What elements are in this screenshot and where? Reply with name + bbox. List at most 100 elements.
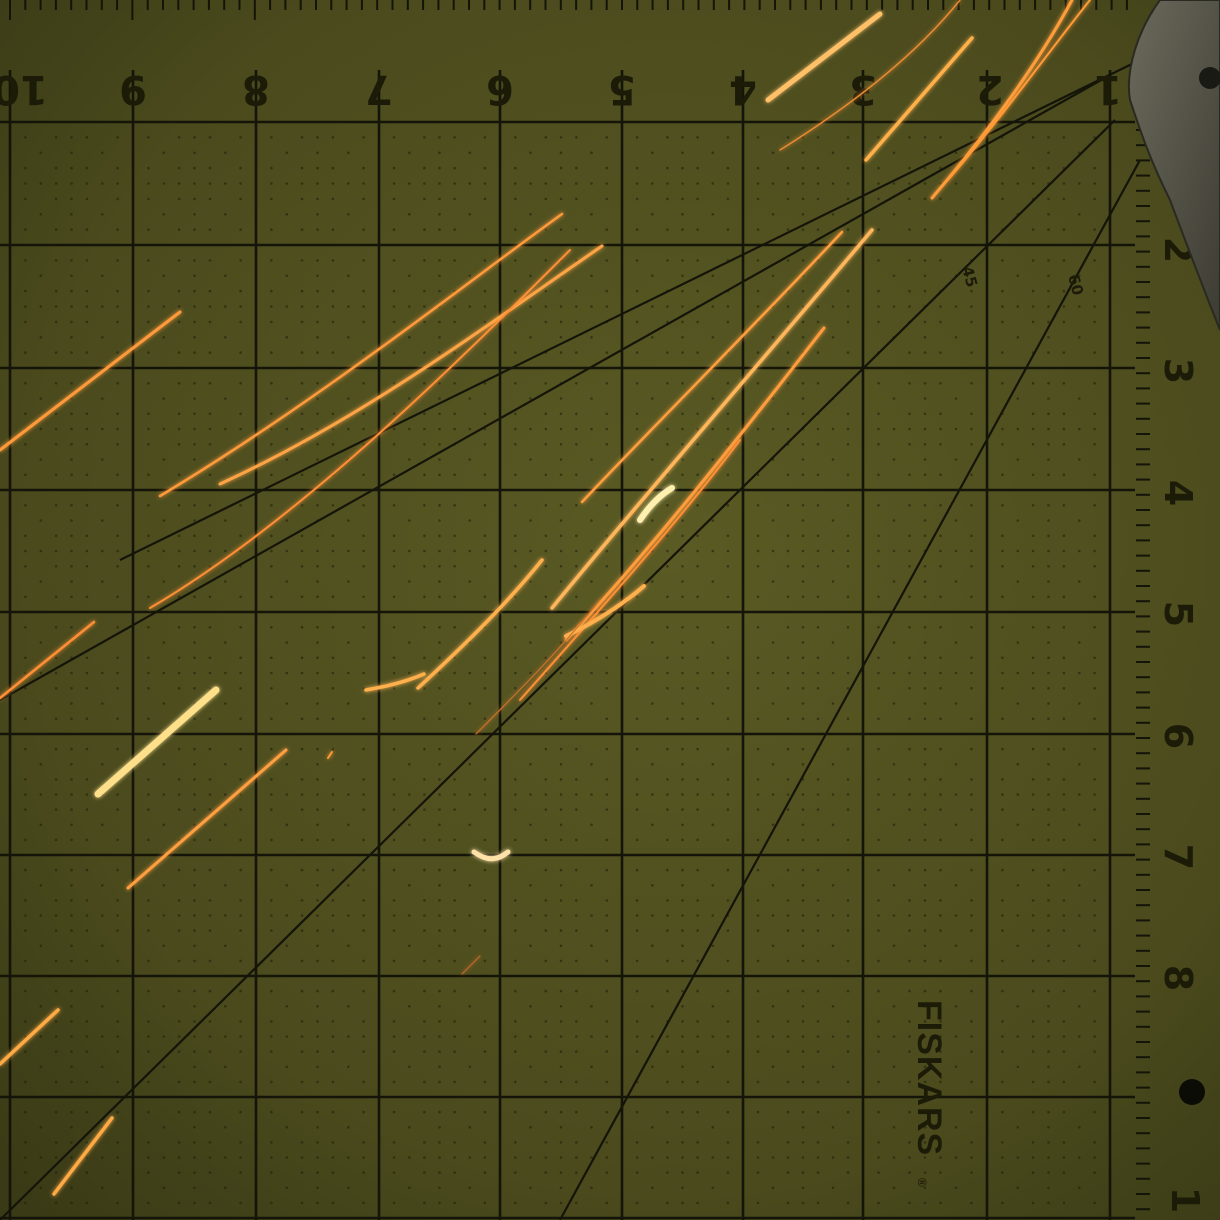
grid-dot bbox=[239, 228, 242, 231]
grid-dot bbox=[786, 1035, 790, 1038]
grid-dot bbox=[771, 793, 775, 796]
grid-dot bbox=[331, 320, 335, 324]
grid-dot bbox=[331, 182, 335, 185]
grid-dot bbox=[392, 868, 396, 872]
grid-dot bbox=[846, 136, 850, 139]
grid-dot bbox=[1031, 305, 1035, 308]
grid-dot bbox=[316, 580, 319, 583]
grid-dot bbox=[54, 259, 58, 262]
grid-dot bbox=[1016, 151, 1020, 155]
grid-dot bbox=[666, 182, 669, 185]
grid-dot bbox=[1001, 778, 1004, 781]
grid-dot bbox=[756, 1171, 760, 1174]
grid-dot bbox=[193, 808, 196, 811]
grid-dot bbox=[892, 151, 896, 155]
grid-dot bbox=[270, 687, 273, 690]
grid-dot bbox=[116, 351, 119, 354]
grid-dot bbox=[1001, 959, 1004, 963]
grid-dot bbox=[559, 197, 563, 201]
grid-dot bbox=[193, 289, 196, 293]
grid-dot bbox=[1093, 1035, 1096, 1038]
grid-dot bbox=[1062, 671, 1066, 675]
grid-dot bbox=[590, 914, 593, 917]
grid-dot bbox=[544, 197, 548, 201]
grid-dot bbox=[514, 808, 517, 811]
grid-dot bbox=[208, 1020, 212, 1023]
grid-dot bbox=[892, 305, 896, 308]
grid-dot bbox=[438, 1020, 441, 1023]
grid-dot bbox=[514, 868, 517, 872]
grid-dot bbox=[544, 656, 548, 660]
grid-dot bbox=[177, 1050, 181, 1053]
grid-dot bbox=[423, 427, 426, 431]
grid-dot bbox=[239, 595, 242, 599]
grid-dot bbox=[831, 580, 835, 583]
grid-dot bbox=[544, 1201, 548, 1205]
grid-dot bbox=[1093, 534, 1096, 538]
grid-dot bbox=[392, 1141, 396, 1144]
grid-dot bbox=[438, 1110, 441, 1114]
grid-dot bbox=[544, 687, 548, 690]
grid-dot bbox=[1047, 519, 1050, 522]
grid-dot bbox=[70, 929, 73, 932]
grid-dot bbox=[771, 641, 775, 644]
grid-dot bbox=[514, 1050, 517, 1053]
grid-dot bbox=[316, 320, 319, 324]
grid-dot bbox=[923, 595, 927, 599]
grid-dot bbox=[514, 626, 517, 629]
grid-dot bbox=[681, 702, 684, 705]
grid-dot bbox=[801, 656, 805, 660]
grid-dot bbox=[696, 1141, 699, 1144]
grid-dot bbox=[1031, 443, 1035, 446]
grid-dot bbox=[453, 778, 456, 781]
grid-dot bbox=[101, 458, 104, 461]
grid-dot bbox=[816, 914, 820, 917]
grid-dot bbox=[696, 595, 699, 599]
grid-dot bbox=[771, 1186, 775, 1190]
grid-dot bbox=[116, 534, 119, 538]
grid-dot bbox=[347, 274, 350, 278]
grid-dot bbox=[1062, 259, 1066, 262]
grid-dot bbox=[193, 397, 196, 400]
spark bbox=[475, 599, 601, 735]
grid-dot bbox=[711, 427, 715, 431]
grid-dot bbox=[1062, 626, 1066, 629]
grid-dot bbox=[300, 671, 304, 675]
grid-dot bbox=[544, 1020, 548, 1023]
grid-dot bbox=[575, 868, 578, 872]
grid-dot bbox=[438, 320, 441, 324]
grid-dot bbox=[711, 397, 715, 400]
grid-dot bbox=[575, 595, 578, 599]
grid-dot bbox=[54, 289, 58, 293]
grid-dot bbox=[162, 1065, 166, 1069]
grid-dot bbox=[514, 1201, 517, 1205]
grid-dot bbox=[85, 1020, 89, 1023]
grid-dot bbox=[939, 626, 942, 629]
grid-dot bbox=[529, 763, 532, 766]
grid-dot bbox=[423, 549, 426, 553]
grid-dot bbox=[392, 289, 396, 293]
grid-dot bbox=[801, 1201, 805, 1205]
grid-dot bbox=[54, 778, 58, 781]
grid-dot bbox=[544, 929, 548, 932]
grid-dot bbox=[239, 351, 242, 354]
grid-dot bbox=[908, 565, 911, 568]
grid-dot bbox=[877, 656, 880, 660]
grid-dot bbox=[801, 182, 805, 185]
grid-dot bbox=[362, 228, 365, 231]
grid-dot bbox=[801, 884, 805, 887]
grid-dot bbox=[666, 595, 669, 599]
grid-dot bbox=[1047, 274, 1050, 278]
grid-dot bbox=[208, 1201, 212, 1205]
grid-dot bbox=[331, 1171, 335, 1174]
grid-dot bbox=[846, 747, 850, 751]
grid-dot bbox=[771, 944, 775, 948]
grid-dot bbox=[116, 1050, 119, 1053]
grid-dot bbox=[651, 884, 654, 887]
grid-dot bbox=[786, 671, 790, 675]
grid-dot bbox=[331, 838, 335, 842]
grid-dot bbox=[681, 351, 684, 354]
grid-dot bbox=[224, 702, 227, 705]
grid-dot bbox=[39, 182, 43, 185]
grid-dot bbox=[85, 504, 89, 507]
